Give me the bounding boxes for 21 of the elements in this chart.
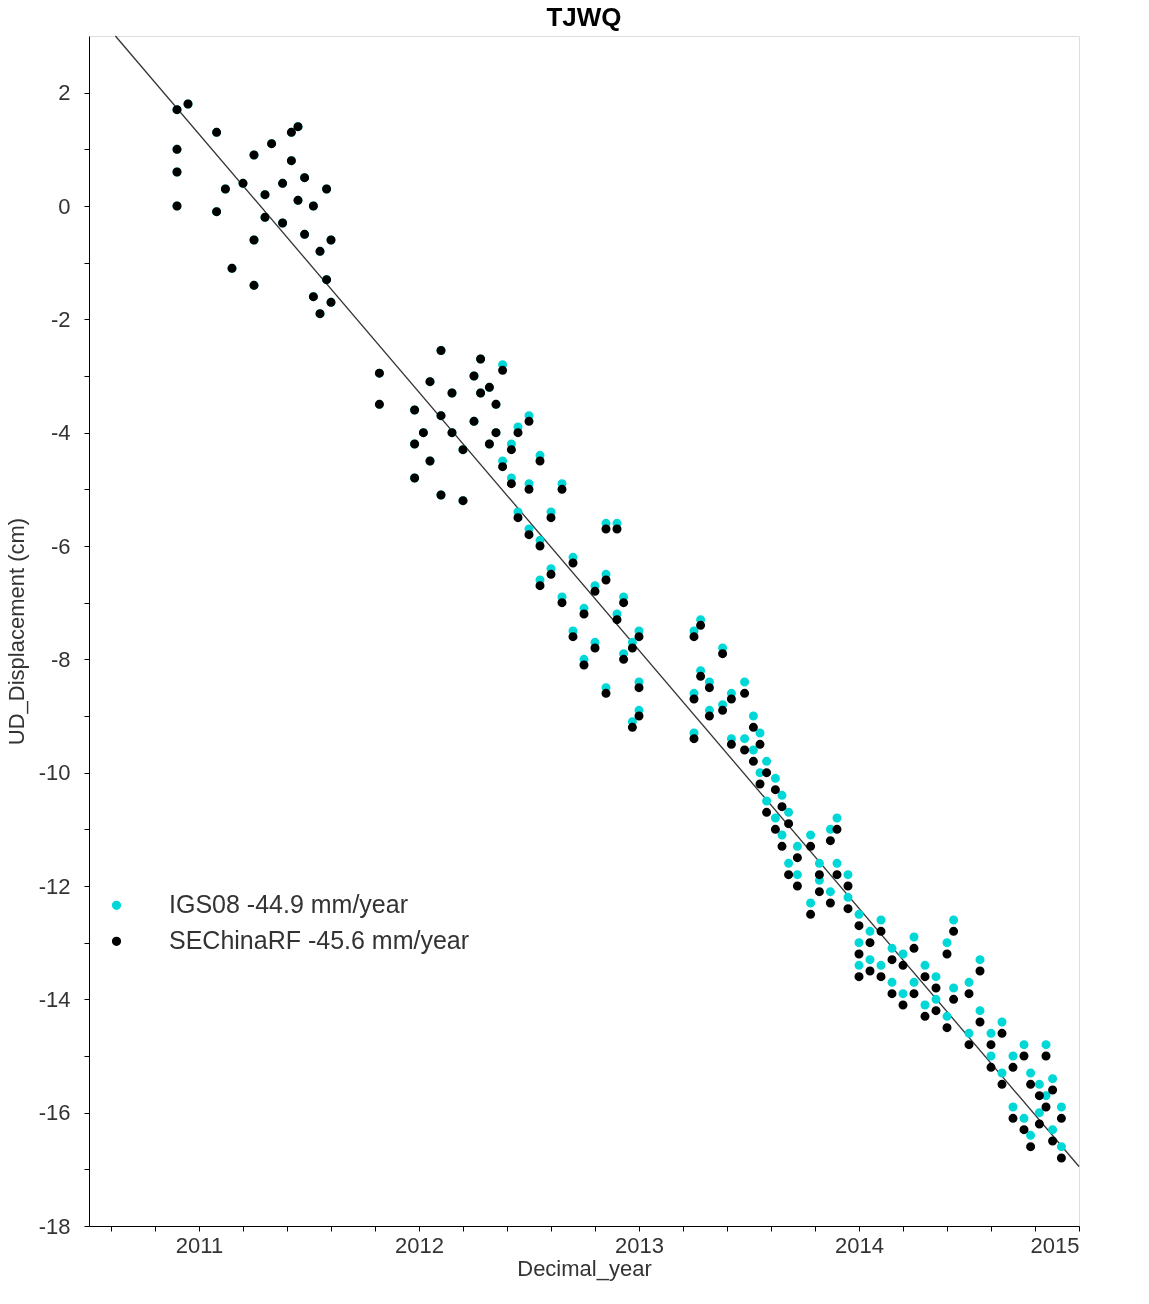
- y-tick-label: -2: [50, 306, 71, 332]
- y-tick-label: -6: [50, 533, 71, 559]
- x-tick-label: 2012: [395, 1232, 444, 1258]
- x-tick-label: 2013: [615, 1232, 664, 1258]
- y-tick-label: 0: [58, 193, 71, 219]
- y-tick-label: -16: [38, 1100, 71, 1126]
- x-tick-label: 2011: [175, 1232, 224, 1258]
- legend-label: IGS08 -44.9 mm/year: [169, 890, 408, 919]
- chart-title: TJWQ: [546, 2, 622, 33]
- x-tick-label: 2015: [1030, 1232, 1080, 1258]
- y-tick-label: -8: [50, 646, 71, 672]
- y-tick-label: -14: [38, 986, 71, 1012]
- y-tick-label: -12: [38, 873, 71, 899]
- y-tick-label: -18: [38, 1213, 71, 1239]
- y-tick-label: -4: [50, 420, 71, 446]
- y-tick-label: -10: [38, 760, 71, 786]
- y-axis-title: UD_Displacement (cm): [3, 517, 29, 746]
- x-axis-title: Decimal_year: [517, 1255, 652, 1281]
- legend-label: SEChinaRF -45.6 mm/year: [169, 926, 470, 955]
- y-tick-label: 2: [58, 80, 71, 106]
- x-tick-label: 2014: [835, 1232, 884, 1258]
